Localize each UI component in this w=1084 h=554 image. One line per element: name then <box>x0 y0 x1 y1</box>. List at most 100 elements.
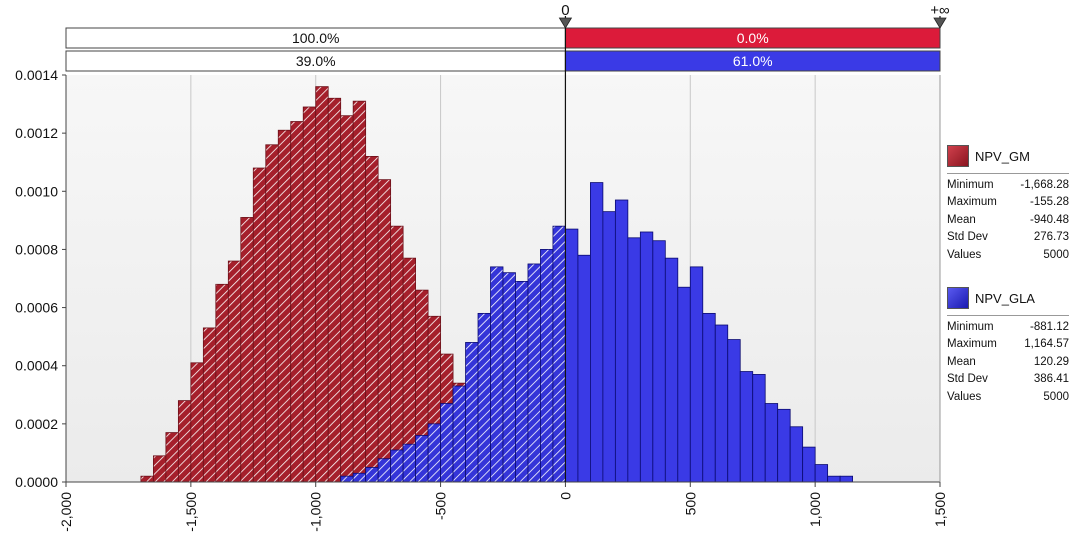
stats-table-npv-gm: Minimum -1,668.28 Maximum -155.28 Mean -940.4… <box>947 177 1069 264</box>
stats-label: Std Dev <box>947 373 988 386</box>
stats-value: -881.12 <box>1029 321 1069 333</box>
stats-value: 386.41 <box>1033 373 1069 386</box>
histogram-bar-npv-gla <box>340 475 354 483</box>
stats-label: Values <box>947 390 982 403</box>
stats-value: 120.29 <box>1033 355 1069 368</box>
histogram-bar-npv-gla <box>565 228 579 483</box>
histogram-bar-npv-gla <box>614 199 629 483</box>
stats-label: Minimum <box>947 321 994 333</box>
histogram-bar-npv-gla <box>477 312 491 483</box>
delimiter-marker-triangle <box>933 17 947 29</box>
stats-label: Std Dev <box>947 231 988 244</box>
histogram-bar-npv-gla <box>552 225 566 483</box>
y-tick-label: 0.0012 <box>15 125 58 141</box>
histogram-bar-npv-gm <box>315 86 329 483</box>
stats-row: Std Dev 386.41 <box>947 371 1069 388</box>
stats-row: Maximum 1,164.57 <box>947 336 1069 353</box>
y-tick-label: 0.0002 <box>15 416 58 432</box>
histogram-bar-npv-gm <box>152 455 167 483</box>
histogram-bar-npv-gla <box>764 403 779 483</box>
delimiter-left-percent: 100.0% <box>292 30 339 46</box>
histogram-bar-npv-gla <box>627 237 641 483</box>
stats-value: -1,668.28 <box>1020 179 1069 191</box>
histogram-bar-npv-gla <box>689 266 704 483</box>
histogram-bar-npv-gla <box>739 371 754 483</box>
histogram-bar-npv-gm <box>140 475 154 483</box>
delimiter-marker-triangle <box>558 17 573 29</box>
stats-row: Mean 120.29 <box>947 354 1069 371</box>
x-tick-label: -1,000 <box>308 492 324 532</box>
histogram-bar-npv-gla <box>602 211 616 483</box>
delimiter-marker-label: +∞ <box>930 2 950 19</box>
legend: NPV_GM Minimum -1,668.28 Maximum -155.28 Mea… <box>947 143 1069 264</box>
y-tick-label: 0.0000 <box>15 474 58 490</box>
legend-entry-npv-gm: NPV_GM <box>947 143 1069 169</box>
histogram-bar-npv-gla <box>502 272 516 483</box>
histogram-bar-npv-gm <box>177 400 192 483</box>
histogram-bar-npv-gm <box>202 327 217 483</box>
histogram-bar-npv-gm <box>240 217 254 483</box>
histogram-bar-npv-gla <box>639 231 654 483</box>
stats-table-npv-gla: Minimum -881.12 Maximum 1,164.57 Mean 120.29 S… <box>947 319 1069 406</box>
histogram-bar-npv-gla <box>452 385 466 483</box>
histogram-bar-npv-gla <box>802 446 816 483</box>
stats-value: -940.48 <box>1029 213 1069 226</box>
histogram-bar-npv-gla <box>814 464 829 483</box>
y-tick-label: 0.0010 <box>15 183 58 199</box>
histogram-bar-npv-gm <box>290 121 304 483</box>
histogram-bar-npv-gla <box>577 254 591 483</box>
legend-label-npv-gm: NPV_GM <box>975 148 1030 164</box>
histogram-bar-npv-gm <box>165 432 179 483</box>
histogram-bar-npv-gm <box>277 129 292 483</box>
histogram-bar-npv-gla <box>714 324 729 483</box>
stats-value: 5000 <box>1043 390 1069 403</box>
stats-row: Minimum -881.12 <box>947 319 1069 336</box>
x-tick-label: -2,000 <box>58 492 74 532</box>
legend-swatch-npv-gla <box>947 287 969 309</box>
legend-divider <box>947 315 1069 316</box>
histogram-bar-npv-gm <box>265 144 279 483</box>
stats-row: Maximum -155.28 <box>947 194 1069 211</box>
stats-row: Values 5000 <box>947 389 1069 406</box>
x-tick-label: 500 <box>682 492 698 516</box>
histogram-bar-npv-gla <box>402 443 417 483</box>
histogram-bar-npv-gla <box>664 257 679 483</box>
legend-divider <box>947 173 1069 174</box>
histogram-bar-npv-gla <box>540 249 554 483</box>
histogram-bar-npv-gla <box>490 266 504 483</box>
x-tick-label: -500 <box>433 492 449 520</box>
histogram-bar-npv-gm <box>327 97 342 483</box>
histogram-bar-npv-gla <box>727 339 741 483</box>
delimiter-right-percent: 0.0% <box>737 30 769 46</box>
histogram-bar-npv-gla <box>365 467 379 483</box>
x-tick-label: 1,000 <box>807 492 823 527</box>
histogram-bar-npv-gm <box>215 283 229 483</box>
histogram-bar-npv-gm <box>377 179 392 483</box>
stats-label: Maximum <box>947 338 997 351</box>
histogram-bar-npv-gla <box>527 263 541 483</box>
x-tick-label: 0 <box>557 492 573 500</box>
histogram-bar-npv-gla <box>839 475 853 483</box>
histogram-bar-npv-gla <box>777 408 791 483</box>
histogram-bar-npv-gm <box>252 167 267 483</box>
stats-row: Values 5000 <box>947 247 1069 264</box>
stats-value: -155.28 <box>1029 196 1069 209</box>
stats-label: Maximum <box>947 196 997 209</box>
histogram-bar-npv-gm <box>302 106 317 483</box>
y-tick-label: 0.0014 <box>15 67 58 83</box>
histogram-bar-npv-gla <box>465 342 479 483</box>
legend-label-npv-gla: NPV_GLA <box>975 290 1035 306</box>
stats-label: Values <box>947 248 982 261</box>
histogram-bar-npv-gm <box>227 260 242 483</box>
stats-value: 276.73 <box>1033 231 1069 244</box>
legend-second: NPV_GLA Minimum -881.12 Maximum 1,164.57 Mea… <box>947 285 1069 406</box>
histogram-bar-npv-gla <box>515 281 529 483</box>
legend-entry-npv-gla: NPV_GLA <box>947 285 1069 311</box>
stats-label: Mean <box>947 355 976 368</box>
histogram-bar-npv-gm <box>190 362 204 483</box>
histogram-bar-npv-gla <box>652 240 666 483</box>
histogram-bar-npv-gla <box>677 286 691 483</box>
histogram-bar-npv-gm <box>390 225 404 483</box>
